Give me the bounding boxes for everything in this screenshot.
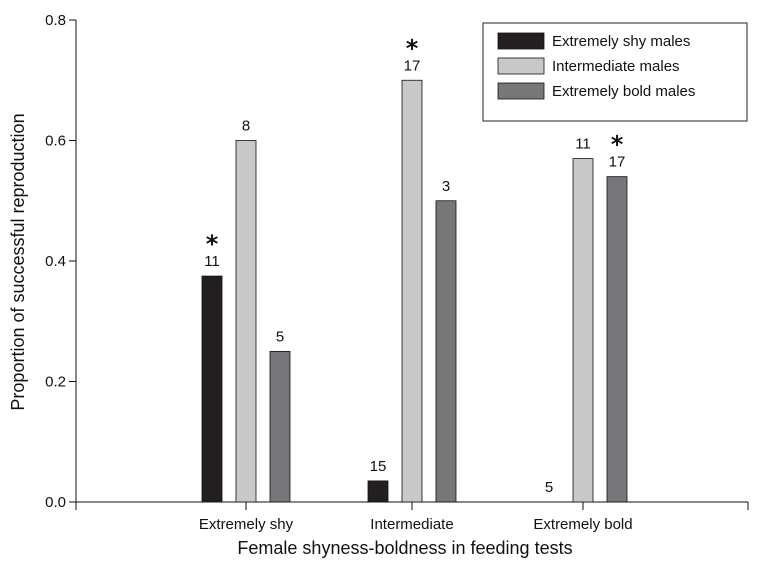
bar (367, 480, 389, 503)
y-tick-label: 0.6 (45, 133, 66, 150)
sample-size-label: 11 (575, 136, 591, 153)
sample-size-label: 5 (545, 479, 553, 496)
legend-label: Extremely bold males (552, 83, 695, 100)
y-tick-label: 0.2 (45, 374, 66, 391)
bar (269, 350, 291, 503)
sample-size-label: 5 (276, 328, 284, 345)
sample-size-label: 3 (442, 178, 450, 195)
bar (401, 79, 423, 503)
x-tick-label: Intermediate (370, 516, 453, 533)
significance-star: * (206, 230, 219, 258)
bar (572, 158, 594, 503)
y-axis: 0.0 0.2 0.4 0.6 0.8 (45, 12, 77, 511)
bars (201, 79, 628, 503)
legend-swatch (497, 32, 545, 50)
significance-star: * (406, 34, 419, 62)
bar (606, 176, 628, 503)
sample-size-label: 11 (204, 253, 220, 270)
significance-star: * (611, 131, 624, 159)
bar (435, 200, 457, 503)
y-tick-label: 0.0 (45, 494, 66, 511)
sample-size-label: 17 (404, 57, 421, 74)
legend-label: Extremely shy males (552, 33, 690, 50)
x-axis: Extremely shy Intermediate Extremely bold (75, 501, 749, 533)
y-tick-label: 0.8 (45, 12, 66, 29)
x-axis-title: Female shyness-boldness in feeding tests (237, 538, 572, 558)
legend-label: Intermediate males (552, 58, 680, 75)
legend: Extremely shy males Intermediate males Ext… (482, 22, 748, 122)
sample-size-label: 17 (609, 154, 626, 171)
bar (201, 275, 223, 503)
sample-size-label: 8 (242, 118, 250, 135)
legend-swatch (497, 82, 545, 100)
legend-swatch (497, 57, 545, 75)
y-axis-title: Proportion of successful reproduction (8, 113, 28, 410)
bar (235, 140, 257, 503)
y-tick-label: 0.4 (45, 253, 66, 270)
x-tick-label: Extremely shy (199, 516, 294, 533)
sample-size-label: 15 (370, 458, 387, 475)
x-tick-label: Extremely bold (533, 516, 632, 533)
